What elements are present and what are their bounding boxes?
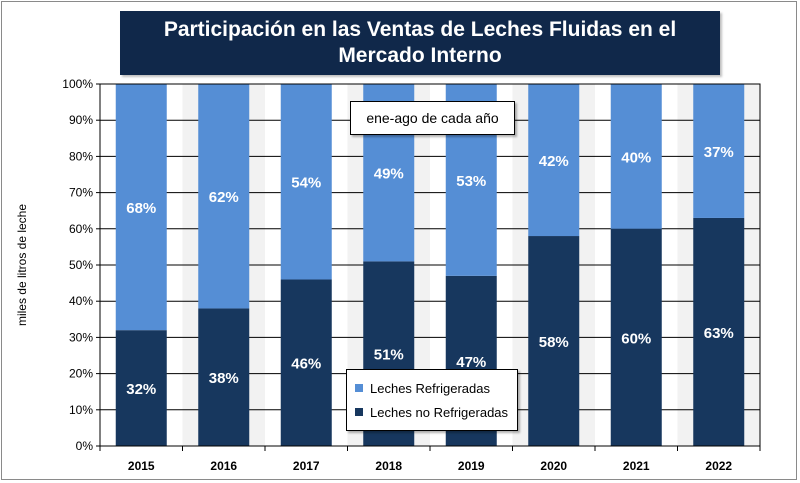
data-label: 53% [456, 173, 486, 190]
x-tick-label: 2015 [128, 459, 155, 473]
bar-no-refrigeradas [693, 217, 745, 446]
chart-legend: Leches Refrigeradas Leches no Refrigerad… [346, 369, 518, 431]
legend-swatch-refrigeradas [355, 384, 363, 392]
y-tick-label: 30% [69, 330, 93, 344]
data-label: 58% [539, 334, 569, 351]
y-tick-label: 60% [69, 222, 93, 236]
bar-refrigeradas [693, 84, 745, 218]
legend-swatch-no-refrigeradas [355, 408, 363, 416]
bar-no-refrigeradas [198, 308, 250, 446]
x-tick-label: 2018 [375, 459, 402, 473]
bar-no-refrigeradas [528, 236, 580, 446]
y-tick-label: 20% [69, 367, 93, 381]
legend-item-refrigeradas: Leches Refrigeradas [355, 376, 517, 400]
chart-title: Participación en las Ventas de Leches Fl… [163, 18, 677, 67]
data-label: 49% [374, 166, 404, 183]
x-tick-label: 2016 [210, 459, 237, 473]
data-label: 38% [209, 370, 239, 387]
data-label: 40% [621, 149, 651, 166]
y-tick-label: 0% [76, 439, 94, 453]
legend-label-no-refrigeradas: Leches no Refrigeradas [370, 404, 509, 420]
data-label: 68% [126, 200, 156, 217]
period-annotation: ene-ago de cada año [350, 101, 515, 135]
data-label: 47% [456, 354, 486, 371]
data-label: 60% [621, 330, 651, 347]
x-tick-label: 2017 [293, 459, 320, 473]
bar-refrigeradas [115, 84, 167, 331]
y-tick-label: 100% [62, 77, 93, 91]
bar-refrigeradas [610, 84, 662, 229]
y-tick-label: 40% [69, 294, 93, 308]
bar-refrigeradas [528, 84, 580, 237]
legend-item-no-refrigeradas: Leches no Refrigeradas [355, 400, 517, 424]
y-tick-label: 80% [69, 149, 93, 163]
data-label: 46% [291, 356, 321, 373]
x-tick-label: 2019 [458, 459, 485, 473]
data-label: 62% [209, 189, 239, 206]
data-label: 51% [374, 347, 404, 364]
bar-refrigeradas [198, 84, 250, 309]
plot-area-border [99, 83, 761, 447]
legend-label-refrigeradas: Leches Refrigeradas [370, 380, 490, 396]
bar-no-refrigeradas [610, 228, 662, 446]
data-label: 54% [291, 175, 321, 192]
bar-no-refrigeradas [280, 279, 332, 446]
y-tick-label: 70% [69, 186, 93, 200]
y-tick-label: 10% [69, 403, 93, 417]
chart-title-box: Participación en las Ventas de Leches Fl… [120, 11, 720, 75]
x-tick-label: 2020 [540, 459, 567, 473]
bar-no-refrigeradas [115, 330, 167, 446]
data-label: 37% [704, 144, 734, 161]
x-tick-label: 2021 [623, 459, 650, 473]
x-tick-label: 2022 [705, 459, 732, 473]
bar-refrigeradas [280, 84, 332, 280]
y-tick-label: 50% [69, 258, 93, 272]
data-label: 32% [126, 381, 156, 398]
data-label: 42% [539, 153, 569, 170]
data-label: 63% [704, 325, 734, 342]
y-tick-label: 90% [69, 113, 93, 127]
